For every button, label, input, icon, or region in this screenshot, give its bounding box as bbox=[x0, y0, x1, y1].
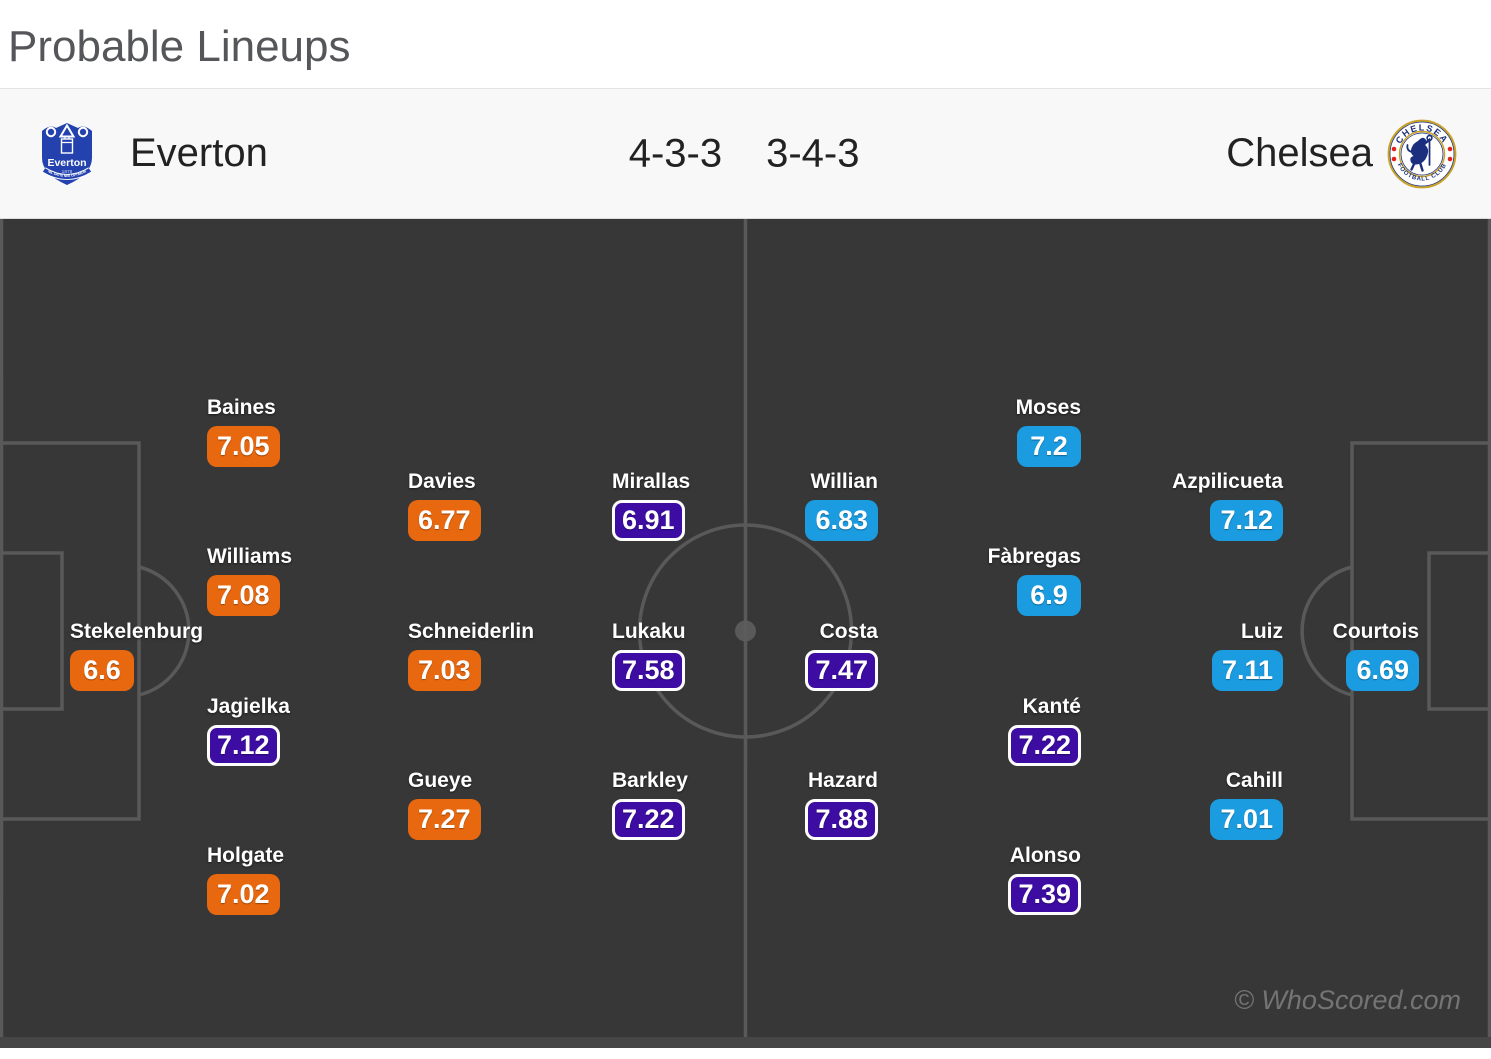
player-rating-badge: 6.77 bbox=[408, 500, 481, 541]
player-name[interactable]: Willian bbox=[810, 470, 878, 493]
player[interactable]: Gueye 7.27 bbox=[408, 768, 481, 840]
player-name[interactable]: Moses bbox=[1015, 396, 1081, 419]
player[interactable]: Hazard 7.88 bbox=[805, 768, 878, 840]
player[interactable]: Alonso 7.39 bbox=[1008, 843, 1081, 915]
lineup-header: Everton 1878 NIL SATIS NISI OPTIMUM Ever… bbox=[0, 88, 1491, 219]
player-name[interactable]: Fàbregas bbox=[987, 545, 1081, 568]
player[interactable]: Mirallas 6.91 bbox=[612, 469, 690, 541]
player-name[interactable]: Mirallas bbox=[612, 470, 691, 493]
player-name[interactable]: Holgate bbox=[207, 844, 285, 867]
player[interactable]: Moses 7.2 bbox=[1016, 395, 1081, 467]
player-rating-badge: 7.11 bbox=[1211, 650, 1283, 691]
player-name[interactable]: Courtois bbox=[1332, 620, 1419, 643]
svg-text:Everton: Everton bbox=[47, 157, 86, 169]
player-name[interactable]: Kanté bbox=[1022, 695, 1081, 718]
formations: 4-3-3 3-4-3 bbox=[629, 131, 860, 176]
player-rating-badge: 7.47 bbox=[805, 650, 878, 691]
player[interactable]: Kanté 7.22 bbox=[1008, 694, 1081, 766]
player-rating-badge: 7.22 bbox=[612, 799, 685, 840]
pitch-markings bbox=[0, 219, 1491, 1037]
pitch-footer-strip bbox=[0, 1037, 1491, 1048]
pitch: Stekelenburg 6.6 Baines 7.05 Williams 7.… bbox=[0, 219, 1491, 1048]
player[interactable]: Costa 7.47 bbox=[805, 619, 878, 691]
player-rating-badge: 7.58 bbox=[612, 650, 685, 691]
watermark: © WhoScored.com bbox=[1234, 985, 1461, 1015]
player[interactable]: Stekelenburg 6.6 bbox=[70, 619, 203, 691]
player-name[interactable]: Davies bbox=[408, 470, 476, 493]
player[interactable]: Fàbregas 6.9 bbox=[988, 544, 1081, 616]
player-rating-badge: 7.12 bbox=[1210, 500, 1283, 541]
home-team-header: Everton 1878 NIL SATIS NISI OPTIMUM Ever… bbox=[36, 120, 268, 188]
player-name[interactable]: Gueye bbox=[408, 769, 473, 792]
player-name[interactable]: Luiz bbox=[1241, 620, 1283, 643]
player-rating-badge: 7.2 bbox=[1017, 426, 1081, 467]
player-name[interactable]: Baines bbox=[207, 396, 276, 419]
player-name[interactable]: Hazard bbox=[807, 769, 878, 792]
player-rating-badge: 7.02 bbox=[207, 874, 280, 915]
player-rating-badge: 7.22 bbox=[1008, 725, 1081, 766]
player-rating-badge: 6.91 bbox=[612, 500, 685, 541]
player-rating-badge: 6.6 bbox=[70, 650, 134, 691]
away-formation: 3-4-3 bbox=[766, 131, 860, 175]
player-name[interactable]: Lukaku bbox=[612, 620, 686, 643]
player-name[interactable]: Costa bbox=[819, 620, 878, 643]
player[interactable]: Schneiderlin 7.03 bbox=[408, 619, 534, 691]
page-title: Probable Lineups bbox=[8, 22, 351, 71]
away-team-header: Chelsea CHELSEA FOOTBALL CLUB bbox=[1226, 119, 1457, 189]
player-rating-badge: 7.08 bbox=[207, 575, 280, 616]
player-name[interactable]: Alonso bbox=[1009, 844, 1081, 867]
player-rating-badge: 7.01 bbox=[1210, 799, 1283, 840]
player[interactable]: Lukaku 7.58 bbox=[612, 619, 686, 691]
player[interactable]: Barkley 7.22 bbox=[612, 768, 688, 840]
player-name[interactable]: Azpilicueta bbox=[1172, 470, 1283, 493]
player[interactable]: Courtois 6.69 bbox=[1333, 619, 1419, 691]
player-rating-badge: 7.39 bbox=[1008, 874, 1081, 915]
player-rating-badge: 7.03 bbox=[408, 650, 481, 691]
player-rating-badge: 7.12 bbox=[207, 725, 280, 766]
player-name[interactable]: Stekelenburg bbox=[70, 620, 204, 643]
player[interactable]: Cahill 7.01 bbox=[1210, 768, 1283, 840]
player[interactable]: Davies 6.77 bbox=[408, 469, 481, 541]
player[interactable]: Willian 6.83 bbox=[805, 469, 878, 541]
away-team-name[interactable]: Chelsea bbox=[1226, 131, 1373, 175]
player-name[interactable]: Cahill bbox=[1225, 769, 1283, 792]
player[interactable]: Jagielka 7.12 bbox=[207, 694, 290, 766]
chelsea-crest-icon: CHELSEA FOOTBALL CLUB bbox=[1387, 119, 1457, 188]
player-name[interactable]: Barkley bbox=[612, 769, 688, 792]
player-rating-badge: 7.27 bbox=[408, 799, 481, 840]
player-rating-badge: 7.88 bbox=[805, 799, 878, 840]
player-rating-badge: 6.69 bbox=[1346, 650, 1419, 691]
player-name[interactable]: Schneiderlin bbox=[408, 620, 535, 643]
player-rating-badge: 7.05 bbox=[207, 426, 280, 467]
player[interactable]: Holgate 7.02 bbox=[207, 843, 284, 915]
player[interactable]: Azpilicueta 7.12 bbox=[1172, 469, 1283, 541]
home-team-name[interactable]: Everton bbox=[130, 131, 268, 175]
player[interactable]: Williams 7.08 bbox=[207, 544, 292, 616]
home-formation: 4-3-3 bbox=[628, 131, 723, 175]
player-name[interactable]: Williams bbox=[207, 545, 293, 568]
svg-text:1878: 1878 bbox=[62, 169, 73, 175]
player[interactable]: Baines 7.05 bbox=[207, 395, 280, 467]
player-rating-badge: 6.83 bbox=[805, 500, 878, 541]
player-rating-badge: 6.9 bbox=[1017, 575, 1081, 616]
player[interactable]: Luiz 7.11 bbox=[1211, 619, 1283, 691]
everton-crest-icon: Everton 1878 NIL SATIS NISI OPTIMUM bbox=[42, 122, 92, 185]
player-name[interactable]: Jagielka bbox=[207, 695, 290, 718]
